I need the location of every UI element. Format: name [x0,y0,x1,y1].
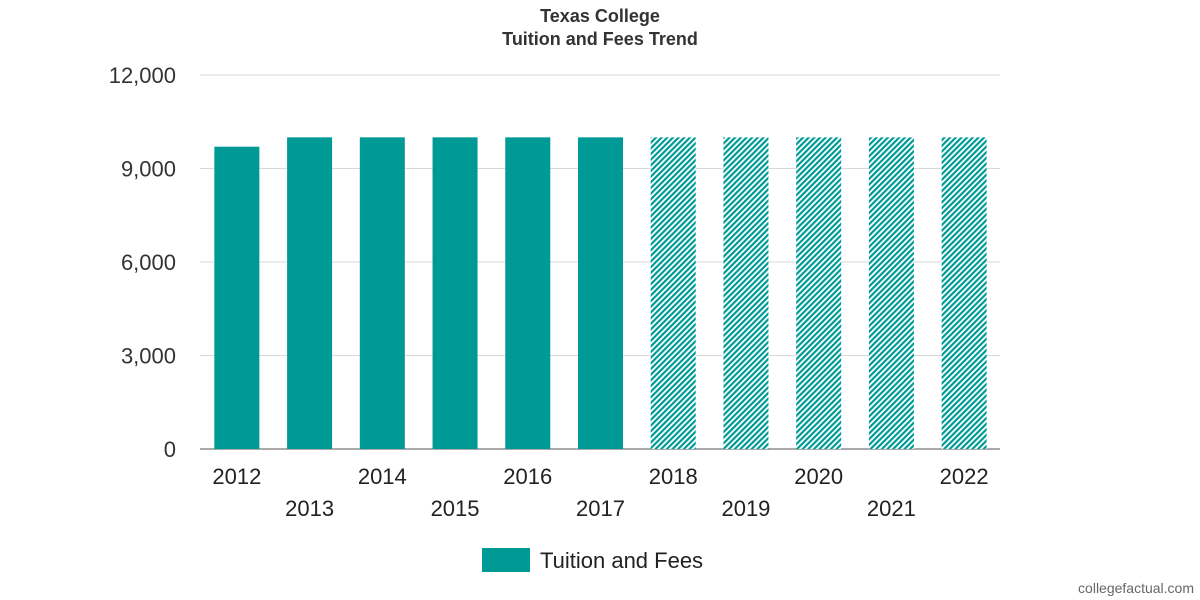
bar-2014[interactable] [359,137,405,450]
x-tick-label: 2012 [212,464,261,489]
bar-2017[interactable] [578,137,623,450]
y-tick-label: 6,000 [121,250,176,275]
x-tick-label: 2022 [940,464,989,489]
legend-label: Tuition and Fees [540,548,703,573]
y-tick-label: 9,000 [121,157,176,182]
bar-2019[interactable] [723,137,769,450]
chart-subtitle: Tuition and Fees Trend [502,29,698,49]
x-tick-label: 2017 [576,496,625,521]
x-tick-label: 2021 [867,496,916,521]
x-tick-label: 2020 [794,464,843,489]
x-tick-label: 2015 [431,496,480,521]
x-tick-label: 2016 [503,464,552,489]
bar-2020[interactable] [796,137,842,450]
credit-text[interactable]: collegefactual.com [1078,580,1194,596]
x-tick-label: 2019 [721,496,770,521]
legend[interactable]: Tuition and Fees [482,548,703,573]
x-axis-ticks: 2012 2013 2014 2015 2016 2017 2018 2019 2020 2021… [212,464,988,521]
bars [214,137,987,450]
y-tick-label: 0 [164,437,176,462]
legend-swatch [482,548,530,572]
bar-2022[interactable] [941,137,987,450]
y-tick-label: 12,000 [109,63,176,88]
x-tick-label: 2014 [358,464,407,489]
y-tick-label: 3,000 [121,344,176,369]
bar-2013[interactable] [287,137,333,450]
bar-2016[interactable] [505,137,551,450]
bar-2018[interactable] [650,137,696,450]
y-axis-ticks: 0 3,000 6,000 9,000 12,000 [109,63,176,462]
bar-2015[interactable] [432,137,478,450]
chart-title: Texas College [540,6,660,26]
bar-2012[interactable] [214,146,260,449]
x-tick-label: 2013 [285,496,334,521]
bar-2021[interactable] [868,137,914,450]
x-tick-label: 2018 [649,464,698,489]
